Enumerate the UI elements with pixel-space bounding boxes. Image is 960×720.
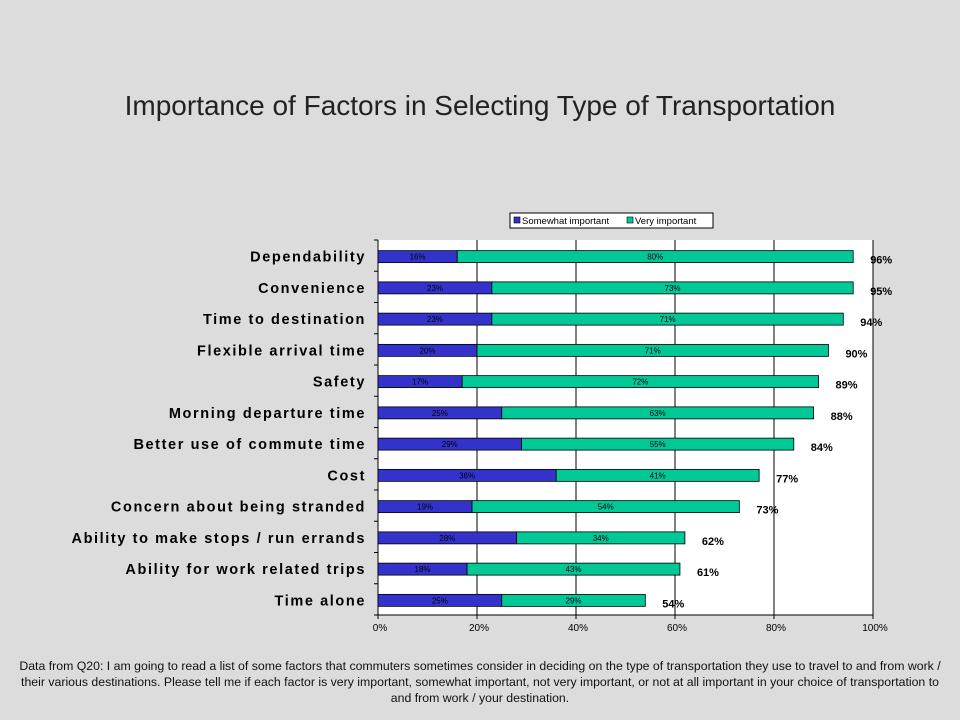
total-label: 95% bbox=[870, 286, 892, 298]
data-label-very: 54% bbox=[598, 503, 614, 512]
bar-very-important bbox=[516, 531, 686, 545]
bar-very-important bbox=[491, 281, 854, 295]
data-label-somewhat: 20% bbox=[419, 346, 435, 355]
category-label: Convenience bbox=[258, 281, 366, 297]
legend-swatch-somewhat bbox=[513, 216, 521, 224]
legend-swatch-very bbox=[626, 216, 634, 224]
x-tick-label: 0% bbox=[373, 623, 388, 634]
data-label-very: 71% bbox=[645, 346, 661, 355]
total-label: 89% bbox=[836, 380, 858, 392]
data-label-somewhat: 25% bbox=[432, 409, 448, 418]
data-label-very: 43% bbox=[566, 565, 582, 574]
total-label: 84% bbox=[811, 442, 833, 454]
total-label: 90% bbox=[845, 348, 867, 360]
data-label-very: 55% bbox=[650, 440, 666, 449]
total-label: 62% bbox=[702, 536, 724, 548]
bar-very-important bbox=[461, 375, 819, 389]
category-label: Safety bbox=[313, 375, 366, 391]
data-label-somewhat: 23% bbox=[427, 284, 443, 293]
bar-very-important bbox=[471, 500, 740, 514]
total-label: 94% bbox=[860, 317, 882, 329]
x-tick-label: 60% bbox=[667, 623, 687, 634]
category-label: Time alone bbox=[275, 593, 366, 609]
category-label: Ability to make stops / run errands bbox=[72, 531, 367, 547]
bar-very-important bbox=[555, 468, 760, 482]
data-label-somewhat: 29% bbox=[442, 440, 458, 449]
bar-very-important bbox=[466, 562, 681, 576]
data-label-very: 29% bbox=[566, 596, 582, 605]
x-tick-label: 40% bbox=[568, 623, 588, 634]
category-label: Dependability bbox=[250, 250, 366, 266]
bar-very-important bbox=[501, 593, 646, 607]
total-label: 88% bbox=[831, 411, 853, 423]
data-label-very: 73% bbox=[665, 284, 681, 293]
plot-area bbox=[378, 240, 873, 615]
legend-label-very: Very important bbox=[635, 216, 697, 227]
category-label: Concern about being stranded bbox=[111, 500, 366, 516]
data-label-somewhat: 19% bbox=[417, 503, 433, 512]
data-label-very: 63% bbox=[650, 409, 666, 418]
x-tick-label: 80% bbox=[766, 623, 786, 634]
total-label: 61% bbox=[697, 567, 719, 579]
data-label-somewhat: 25% bbox=[432, 596, 448, 605]
footnote: Data from Q20: I am going to read a list… bbox=[19, 659, 941, 705]
total-label: 73% bbox=[756, 505, 778, 517]
category-label: Morning departure time bbox=[169, 406, 366, 422]
category-label: Ability for work related trips bbox=[125, 562, 366, 578]
data-label-very: 72% bbox=[632, 378, 648, 387]
legend-label-somewhat: Somewhat important bbox=[522, 216, 609, 227]
data-label-somewhat: 28% bbox=[439, 534, 455, 543]
legend-box bbox=[509, 212, 714, 229]
x-tick-label: 100% bbox=[862, 623, 888, 634]
total-label: 96% bbox=[870, 255, 892, 267]
category-label: Better use of commute time bbox=[133, 437, 366, 453]
data-label-somewhat: 17% bbox=[412, 378, 428, 387]
data-label-somewhat: 18% bbox=[415, 565, 431, 574]
bar-very-important bbox=[521, 437, 795, 451]
total-label: 77% bbox=[776, 473, 798, 485]
bar-very-important bbox=[456, 250, 854, 264]
data-label-very: 41% bbox=[650, 471, 666, 480]
data-label-somewhat: 16% bbox=[410, 253, 426, 262]
category-label: Flexible arrival time bbox=[197, 343, 366, 359]
data-label-very: 34% bbox=[593, 534, 609, 543]
data-label-somewhat: 36% bbox=[459, 471, 475, 480]
data-label-somewhat: 23% bbox=[427, 315, 443, 324]
x-tick-label: 20% bbox=[469, 623, 489, 634]
bar-very-important bbox=[491, 312, 844, 326]
total-label: 54% bbox=[662, 598, 684, 610]
bar-very-important bbox=[501, 406, 815, 420]
chart-title: Importance of Factors in Selecting Type … bbox=[124, 90, 836, 121]
data-label-very: 80% bbox=[647, 253, 663, 262]
category-label: Time to destination bbox=[203, 312, 366, 328]
data-label-very: 71% bbox=[660, 315, 676, 324]
bar-very-important bbox=[476, 343, 829, 357]
category-label: Cost bbox=[327, 468, 366, 484]
